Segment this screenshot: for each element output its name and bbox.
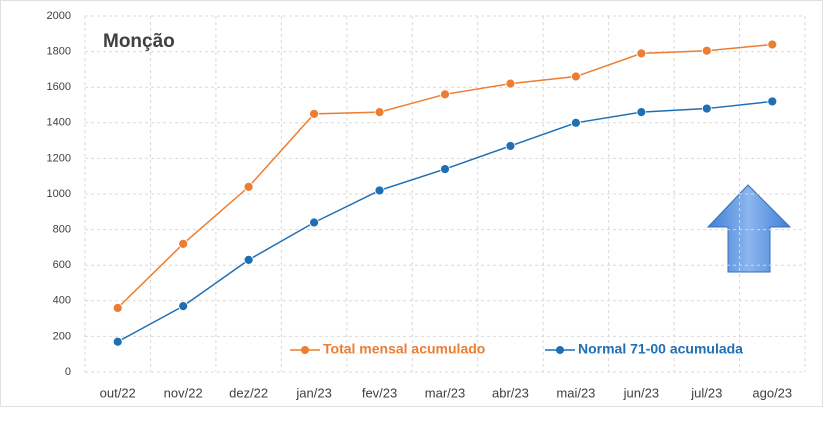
data-point — [243, 181, 254, 192]
x-tick-label: jul/23 — [690, 385, 722, 400]
legend-label: Normal 71-00 acumulada — [578, 341, 743, 357]
data-point — [374, 107, 385, 118]
x-tick-label: mar/23 — [425, 385, 465, 400]
y-tick-label: 400 — [53, 295, 71, 307]
data-point — [112, 303, 123, 313]
data-point — [701, 103, 712, 114]
x-tick-label: nov/22 — [164, 385, 203, 400]
data-point — [440, 89, 450, 100]
data-point — [767, 96, 778, 107]
y-tick-label: 1800 — [47, 46, 71, 58]
data-point — [505, 141, 516, 151]
chart-frame — [0, 0, 823, 407]
x-tick-label: dez/22 — [229, 385, 268, 400]
data-point — [440, 164, 450, 174]
chart-title: Monção — [103, 31, 175, 52]
legend-marker — [556, 346, 564, 354]
data-point — [767, 39, 778, 50]
data-point — [178, 238, 189, 249]
data-point — [243, 254, 254, 265]
legend-marker — [301, 346, 309, 354]
data-point — [636, 48, 647, 59]
y-tick-label: 800 — [53, 224, 71, 236]
data-point — [309, 217, 319, 228]
data-point — [571, 117, 581, 128]
y-tick-label: 1200 — [47, 152, 71, 164]
x-tick-label: out/22 — [100, 385, 136, 400]
data-point — [309, 109, 319, 119]
y-tick-label: 2000 — [47, 10, 71, 22]
x-tick-label: fev/23 — [362, 385, 397, 400]
x-tick-label: jun/23 — [623, 385, 659, 400]
y-tick-label: 600 — [53, 259, 71, 271]
data-point — [701, 45, 712, 56]
x-tick-label: abr/23 — [492, 385, 529, 400]
x-tick-label: ago/23 — [752, 385, 792, 400]
data-point — [571, 71, 581, 82]
data-point — [505, 78, 516, 89]
data-point — [636, 107, 647, 118]
y-tick-label: 1600 — [47, 81, 71, 93]
legend-label: Total mensal acumulado — [323, 341, 485, 357]
y-tick-label: 1000 — [47, 188, 71, 200]
data-point — [178, 301, 189, 312]
y-tick-label: 0 — [65, 366, 71, 378]
data-point — [374, 185, 385, 196]
arrow-icon — [706, 184, 792, 273]
y-tick-label: 1400 — [47, 117, 71, 129]
x-tick-label: mai/23 — [556, 385, 595, 400]
data-point — [112, 336, 123, 347]
x-tick-label: jan/23 — [295, 385, 331, 400]
y-tick-label: 200 — [53, 330, 71, 342]
